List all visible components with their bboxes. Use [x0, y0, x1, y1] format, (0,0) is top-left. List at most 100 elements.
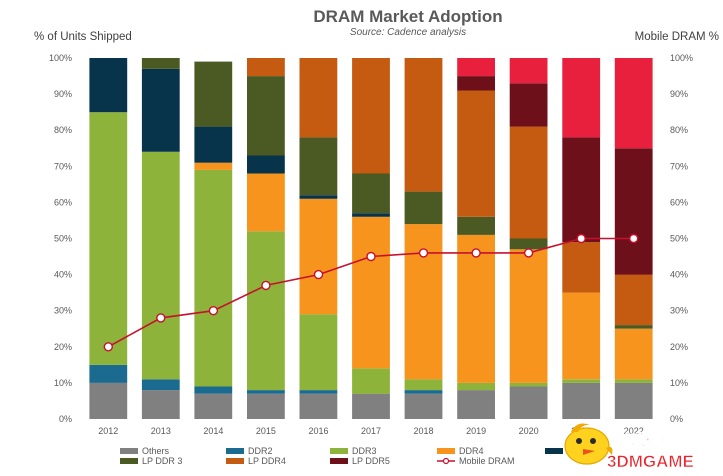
bar-segment: [141, 379, 180, 391]
bar-segment: [299, 195, 338, 199]
bar-segment: [352, 368, 390, 394]
bar-segment: [141, 68, 180, 152]
legend-swatch: [545, 448, 563, 454]
x-tick-label: 2017: [361, 426, 381, 436]
chart-subtitle: Source: Cadence analysis: [350, 27, 466, 38]
series-7: [457, 76, 653, 275]
bar-segment: [562, 137, 601, 243]
bar-segment: [404, 379, 443, 391]
y-tick-label: 0%: [59, 414, 72, 424]
y-tick-label: 60%: [54, 197, 72, 207]
bar-segment: [509, 58, 548, 84]
legend-label: DDR4: [459, 446, 484, 456]
bar-segment: [89, 112, 128, 365]
y-tick-label: 40%: [54, 270, 72, 280]
y-tick-label: 10%: [54, 378, 72, 388]
bar-segment: [194, 386, 233, 394]
line-layer: [103, 233, 639, 352]
line-point: [156, 313, 166, 323]
y2-tick-label: 40%: [670, 270, 688, 280]
legend-swatch: [437, 448, 455, 454]
bar-segment: [404, 191, 443, 225]
bar-segment: [509, 83, 548, 127]
bar-segment: [299, 393, 338, 419]
y2-tick-label: 30%: [670, 306, 688, 316]
bar-segment: [562, 379, 601, 383]
y-tick-label: 20%: [54, 342, 72, 352]
chick-logo-icon: [564, 423, 613, 465]
bar-segment: [247, 76, 285, 156]
bar-segment: [352, 213, 390, 217]
y-tick-label: 100%: [49, 53, 72, 63]
legend-item: LP DDR5: [330, 456, 390, 466]
bar-segment: [509, 382, 548, 387]
x-tick-label: 2015: [256, 426, 276, 436]
legend-label: DDR3: [352, 446, 377, 456]
bar-segment: [352, 393, 390, 419]
x-tick-label: 2012: [98, 426, 118, 436]
x-tick-label: 2018: [414, 426, 434, 436]
y2-tick-label: 90%: [670, 89, 688, 99]
x-tick-label: 2022: [624, 426, 644, 436]
legend-item: DDR2: [226, 446, 273, 456]
bar-segment: [562, 292, 601, 380]
bar-segment: [457, 390, 495, 419]
bar-segment: [614, 328, 653, 380]
bar-segment: [562, 382, 601, 419]
series-2: [89, 112, 653, 394]
line-point: [629, 233, 639, 244]
line-point: [576, 233, 586, 244]
y2-tick-label: 20%: [670, 342, 688, 352]
series-8: [457, 58, 653, 149]
y2-tick-label: 50%: [670, 234, 688, 244]
bar-segment: [141, 390, 180, 419]
series-4: [89, 58, 390, 217]
line-point: [313, 269, 324, 280]
y2-tick-label: 60%: [670, 197, 688, 207]
bar-segment: [509, 249, 548, 383]
x-tick-label: 2016: [308, 426, 328, 436]
bar-segment: [352, 58, 390, 174]
legend-label: DDR2: [248, 446, 273, 456]
legend-swatch: [120, 458, 138, 464]
legend-label: LP DDR4: [248, 456, 286, 466]
bar-segment: [89, 58, 128, 113]
bar-segment: [614, 325, 653, 329]
bar-segment: [141, 151, 180, 380]
bar-segment: [404, 390, 443, 394]
bar-segment: [299, 390, 338, 394]
bar-segment: [457, 76, 495, 91]
bar-segment: [457, 234, 495, 383]
bar-segment: [194, 126, 233, 163]
y-tick-label: 70%: [54, 161, 72, 171]
series-3: [194, 162, 653, 383]
watermark-line1: 游戏硬件: [616, 431, 676, 449]
bar-segment: [89, 382, 128, 419]
legend-swatch: [226, 448, 244, 454]
bar-segment: [457, 382, 495, 391]
bar-segment: [614, 274, 653, 326]
legend-swatch: [226, 458, 244, 464]
series-1: [89, 364, 443, 394]
bar-segment: [562, 58, 601, 138]
legend-item: DDR3: [330, 446, 377, 456]
bar-segment: [614, 379, 653, 383]
legend-item: Others: [120, 446, 170, 456]
y-tick-label: 80%: [54, 125, 72, 135]
legend-item: Mobile DRAM: [437, 456, 515, 466]
bar-segment: [247, 155, 285, 174]
bar-segment: [299, 58, 338, 138]
bar-segment: [404, 224, 443, 380]
chart-title: DRAM Market Adoption: [313, 7, 502, 26]
x-tick-label: 2013: [151, 426, 171, 436]
y-tick-label: 30%: [54, 306, 72, 316]
y2-tick-label: 100%: [670, 53, 693, 63]
bar-segment: [352, 216, 390, 369]
bar-segment: [404, 58, 443, 192]
x-tick-label: 2014: [203, 426, 223, 436]
bar-segment: [352, 173, 390, 214]
bar-segment: [299, 137, 338, 196]
y-tick-label: 90%: [54, 89, 72, 99]
series-5: [141, 58, 653, 329]
bar-segment: [509, 386, 548, 419]
